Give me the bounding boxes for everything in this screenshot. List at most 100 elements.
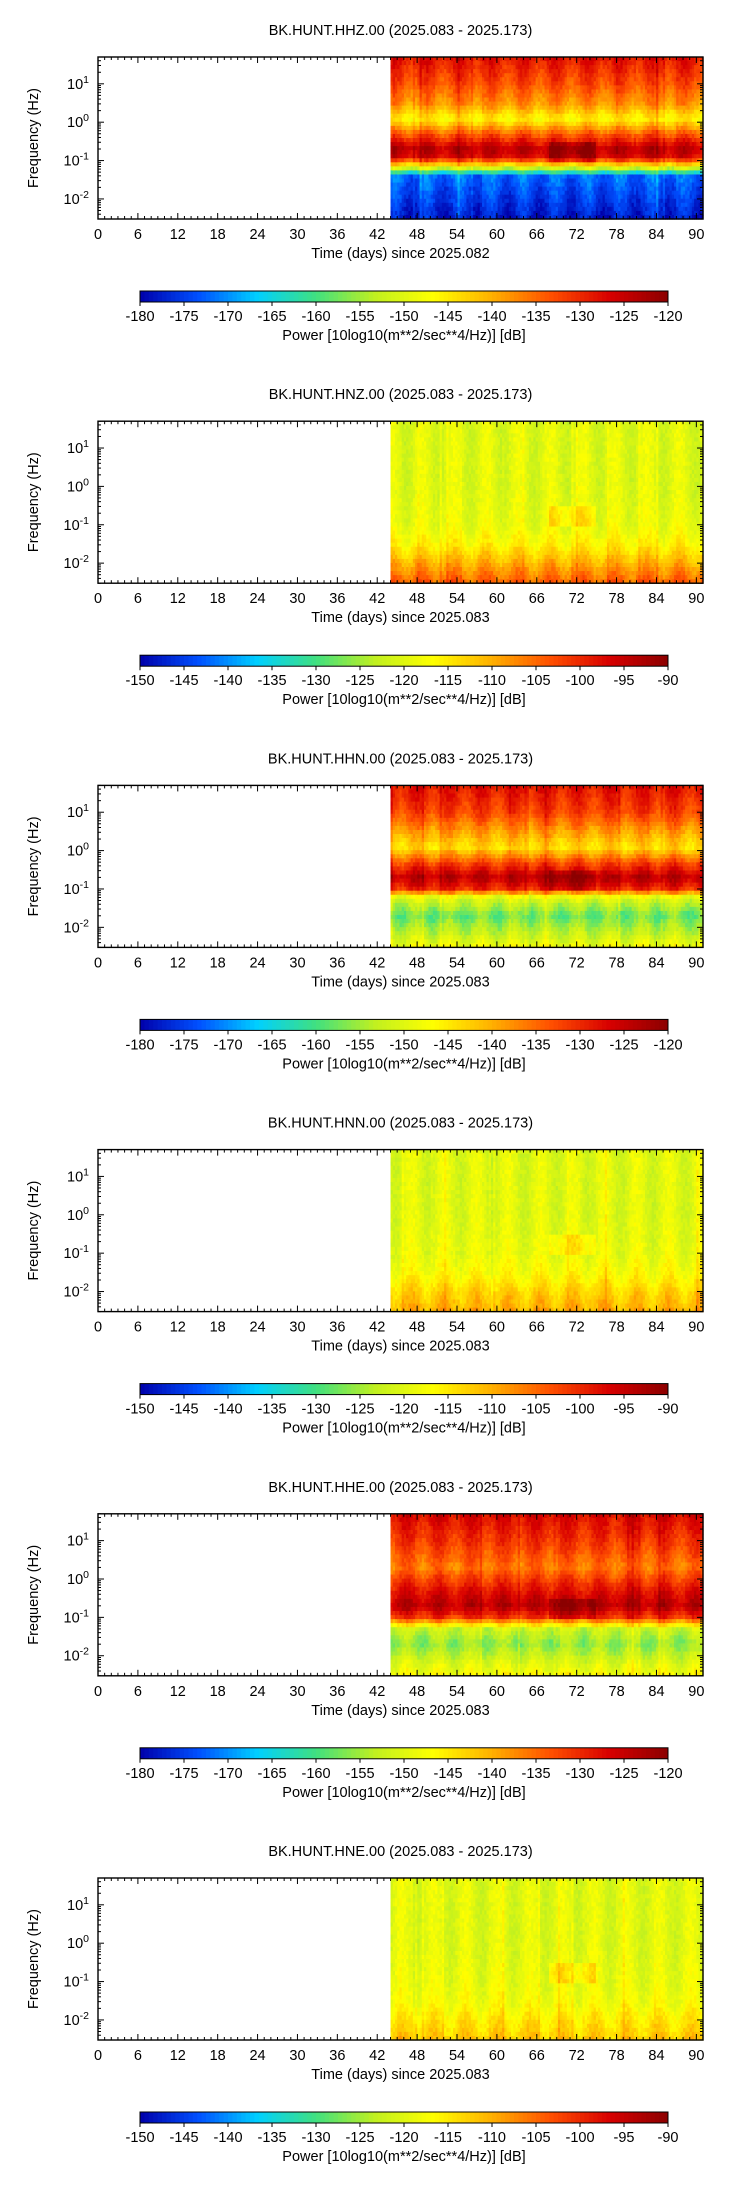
heatmap-cell [459,101,463,107]
heatmap-cell [415,158,418,163]
heatmap-cell [446,206,450,212]
heatmap-cell [394,105,398,111]
heatmap-cell [455,133,459,139]
heatmap-cell [390,121,394,127]
heatmap-cell [406,142,409,147]
heatmap-cell [403,81,407,86]
heatmap-cell [455,121,459,127]
heatmap-cell [437,117,441,123]
heatmap-cell [394,89,398,95]
heatmap-cell [397,194,401,200]
heatmap-cell [453,101,456,107]
heatmap-cell [455,73,459,78]
heatmap-cell [394,178,398,184]
heatmap-cell [439,77,443,82]
heatmap-cell [455,77,459,82]
heatmap-cell [435,101,438,107]
heatmap-cell [417,105,421,111]
heatmap-cell [432,109,436,115]
heatmap-cell [441,129,445,135]
heatmap-cell [424,101,427,107]
heatmap-cell [397,101,401,107]
heatmap-cell [461,133,465,139]
heatmap-cell [430,182,434,188]
heatmap-cell [448,109,452,115]
heatmap-cell [441,97,445,103]
heatmap-cell [397,186,401,192]
heatmap-cell [406,117,409,123]
heatmap-cell [419,133,423,139]
heatmap-cell [450,178,454,184]
heatmap-cell [403,85,407,90]
heatmap-cell [426,121,430,127]
heatmap-cell [432,61,436,66]
heatmap-cell [464,166,468,171]
heatmap-cell [408,73,412,78]
heatmap-cell [421,109,425,115]
heatmap-cell [390,198,394,204]
heatmap-cell [397,182,401,188]
heatmap-cell [439,89,443,95]
heatmap-cell [441,77,445,82]
heatmap-cell [439,154,443,159]
heatmap-cell [415,206,418,212]
heatmap-cell [457,65,461,70]
heatmap-cell [455,206,459,212]
heatmap-cell [437,210,441,216]
heatmap-cell [406,158,409,163]
heatmap-cell [437,154,441,159]
heatmap-cell [419,85,423,90]
heatmap-cell [412,210,416,216]
heatmap-cell [448,194,452,200]
heatmap-cell [406,93,409,99]
heatmap-cell [390,138,394,143]
heatmap-cell [459,166,463,171]
heatmap-cell [446,73,450,78]
heatmap-cell [441,105,445,111]
heatmap-cell [437,186,441,192]
heatmap-cell [459,190,463,196]
heatmap-cell [430,81,434,86]
heatmap-cell [448,146,452,151]
heatmap-cell [457,190,461,196]
heatmap-cell [424,97,427,103]
heatmap-cell [415,174,418,180]
heatmap-cell [437,146,441,151]
heatmap-cell [399,69,403,74]
heatmap-cell [399,158,403,163]
heatmap-cell [437,133,441,139]
heatmap-cell [444,154,447,159]
heatmap-cell [464,178,468,184]
heatmap-cell [415,101,418,107]
heatmap-cell [408,154,412,159]
heatmap-cell [392,202,396,208]
heatmap-cell [464,81,468,86]
heatmap-cell [430,210,434,216]
heatmap-cell [439,174,443,180]
heatmap-cell [448,142,452,147]
heatmap-cell [417,158,421,163]
heatmap-cell [437,101,441,107]
heatmap-cell [390,117,394,123]
heatmap-cell [392,214,396,220]
heatmap-cell [399,65,403,70]
heatmap-cell [435,73,438,78]
heatmap-cell [397,150,401,155]
heatmap-cell [399,206,403,212]
heatmap-cell [428,61,432,66]
panel-title: BK.HUNT.HHZ.00 (2025.083 - 2025.173) [269,23,533,39]
heatmap-cell [448,69,452,74]
heatmap-cell [459,194,463,200]
heatmap-cell [448,133,452,139]
heatmap-cell [401,113,405,119]
heatmap-cell [453,129,456,135]
heatmap-cell [428,65,432,70]
heatmap-cell [464,109,468,115]
heatmap-cell [435,182,438,188]
heatmap-cell [437,89,441,95]
heatmap-cell [394,170,398,176]
heatmap-cell [446,214,450,220]
heatmap-cell [430,186,434,192]
heatmap-cell [421,57,425,62]
